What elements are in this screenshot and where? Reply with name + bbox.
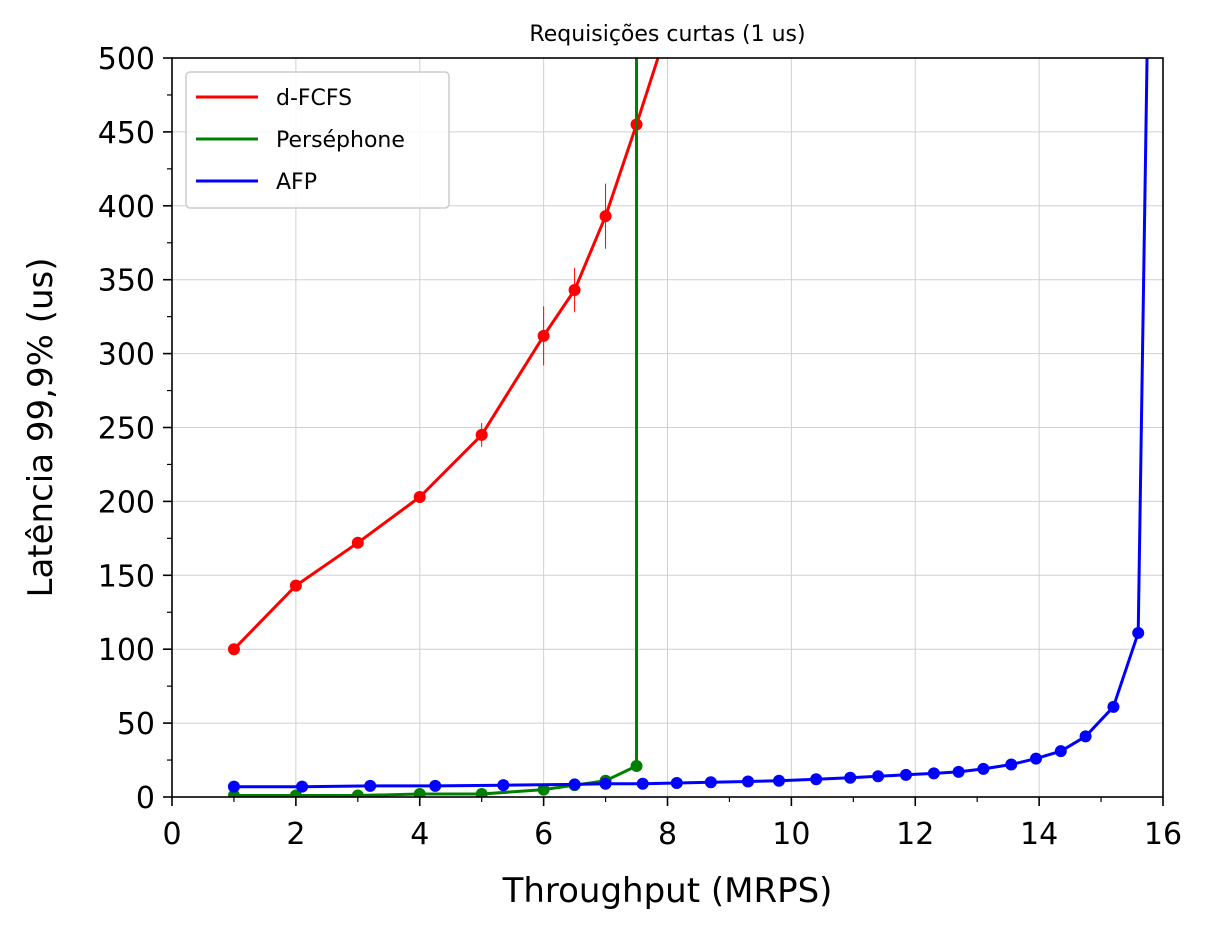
y-tick-label: 250 (98, 412, 155, 447)
data-point-afp (1005, 758, 1018, 771)
data-point-d-fcfs (568, 284, 581, 297)
data-point-afp (568, 778, 581, 791)
x-tick-label: 14 (1020, 817, 1058, 852)
data-point-afp (636, 777, 649, 790)
legend-box (185, 71, 450, 209)
legend-label-dfcfs: d-FCFS (276, 86, 352, 111)
data-point-afp (899, 768, 912, 781)
data-point-afp (227, 780, 240, 793)
x-axis-label: Throughput (MRPS) (502, 871, 833, 911)
data-point-afp (977, 762, 990, 775)
x-tick-label: 2 (286, 817, 305, 852)
y-tick-label: 450 (98, 116, 155, 151)
series-afp (227, 58, 1149, 793)
series-line-persephone (233, 58, 638, 797)
series-line-d-fcfs (232, 58, 660, 651)
grid (171, 57, 1164, 798)
data-point-afp (772, 774, 785, 787)
x-tick-label: 0 (162, 817, 181, 852)
data-point-d-fcfs (599, 210, 612, 223)
x-tick-label: 10 (772, 817, 810, 852)
legend-label-persephone: Perséphone (276, 128, 405, 153)
y-tick-label: 200 (98, 485, 155, 520)
data-point-persephone (630, 759, 643, 772)
data-point-afp (497, 779, 510, 792)
legend-label-afp: AFP (276, 170, 317, 195)
x-tick-label: 4 (410, 817, 429, 852)
x-tick-label: 16 (1144, 817, 1182, 852)
x-tick-label: 6 (534, 817, 553, 852)
data-point-afp (670, 776, 683, 789)
data-point-persephone (537, 783, 550, 796)
chart-title: Requisições curtas (1 us) (529, 22, 805, 47)
data-point-d-fcfs (289, 579, 302, 592)
data-point-d-fcfs (537, 329, 550, 342)
series-layer (227, 58, 1149, 797)
data-point-d-fcfs (227, 643, 240, 656)
y-axis-label: Latência 99,9% (us) (21, 258, 61, 598)
y-tick-label: 400 (98, 190, 155, 225)
data-point-afp (742, 775, 755, 788)
x-tick-label: 8 (658, 817, 677, 852)
y-tick-label: 300 (98, 338, 155, 373)
y-tick-label: 150 (98, 559, 155, 594)
x-tick-label: 12 (896, 817, 934, 852)
data-point-afp (599, 777, 612, 790)
data-point-afp (952, 765, 965, 778)
data-point-persephone (413, 788, 426, 797)
data-point-afp (810, 773, 823, 786)
data-point-afp (927, 767, 940, 780)
data-point-afp (364, 779, 377, 792)
y-tick-label: 500 (98, 42, 155, 77)
data-point-afp (844, 771, 857, 784)
y-tick-label: 100 (98, 633, 155, 668)
data-point-d-fcfs (413, 490, 426, 503)
data-point-persephone (351, 789, 364, 797)
data-point-d-fcfs (475, 428, 488, 441)
y-tick-label: 350 (98, 264, 155, 299)
series-d-fcfs (227, 58, 660, 656)
data-point-persephone (475, 788, 488, 797)
data-point-afp (1079, 730, 1092, 743)
data-point-afp (429, 779, 442, 792)
data-point-afp (1054, 745, 1067, 758)
data-point-afp (1132, 626, 1145, 639)
data-point-afp (296, 780, 309, 793)
y-tick-label: 50 (117, 707, 155, 742)
ticks: 0 2 4 6 8 10 12 14 16 0 50 100 150 200 250 300 350 400 450… (98, 42, 1182, 852)
data-point-d-fcfs (351, 536, 364, 549)
data-point-afp (1107, 700, 1120, 713)
y-tick-label: 0 (136, 781, 155, 816)
data-point-afp (704, 776, 717, 789)
legend: d-FCFS Perséphone AFP (185, 71, 450, 209)
data-point-afp (1030, 752, 1043, 765)
data-point-afp (872, 770, 885, 783)
